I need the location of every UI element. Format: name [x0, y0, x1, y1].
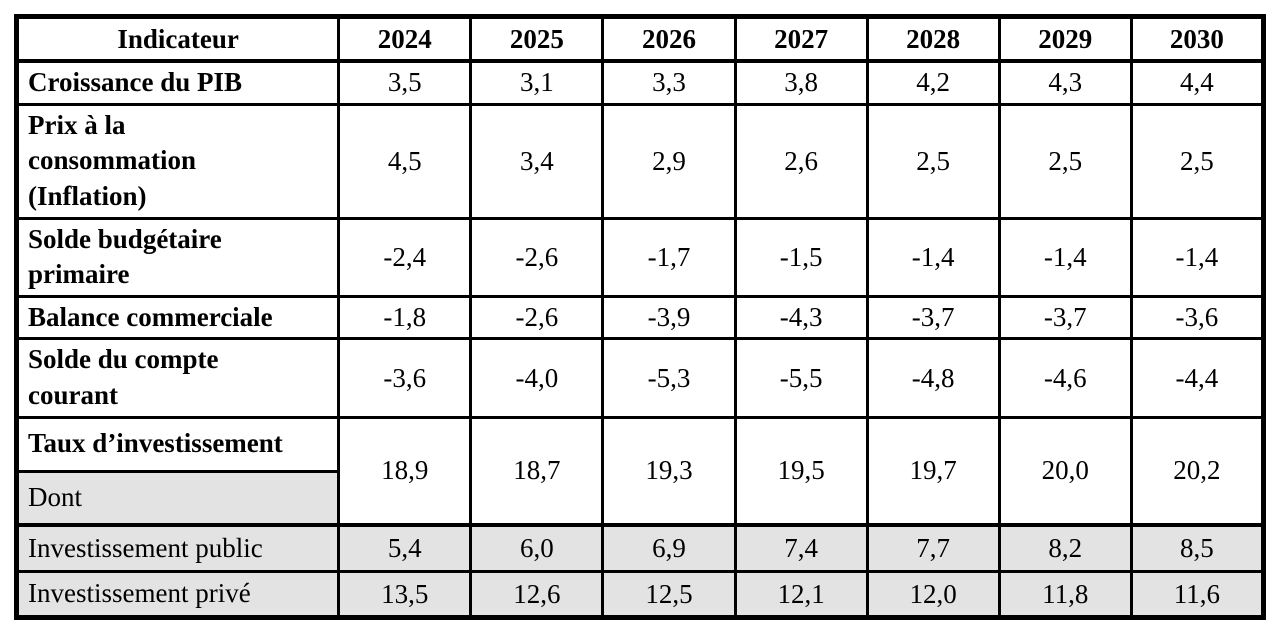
table-row-public-investment: Investissement public 5,4 6,0 6,9 7,4 7,… [14, 523, 1266, 574]
data-cell: 8,5 [1129, 523, 1266, 574]
data-cell: 19,7 [865, 415, 1001, 527]
data-cell: 13,5 [337, 570, 473, 620]
header-year: 2024 [337, 15, 473, 63]
data-cell: -3,6 [1129, 294, 1266, 341]
data-cell: -2,6 [469, 294, 605, 341]
row-label: Balance commerciale [14, 294, 341, 341]
header-year: 2027 [733, 15, 869, 63]
data-cell: 7,7 [865, 523, 1001, 574]
table-row-investment-rate: Taux d’investissement 18,9 18,7 19,3 19,… [14, 415, 1266, 527]
table-row-trade-balance: Balance commerciale -1,8 -2,6 -3,9 -4,3 … [14, 294, 1266, 341]
data-cell: -3,7 [997, 294, 1133, 341]
data-cell: 19,3 [601, 415, 737, 527]
data-cell: -1,4 [997, 216, 1133, 298]
data-cell: -1,4 [865, 216, 1001, 298]
data-cell: -2,4 [337, 216, 473, 298]
data-cell: 12,5 [601, 570, 737, 620]
data-cell: 2,5 [997, 102, 1133, 220]
table-header-row: Indicateur 2024 2025 2026 2027 2028 2029… [14, 15, 1266, 63]
table-row-primary-budget-balance: Solde budgétaire primaire -2,4 -2,6 -1,7… [14, 216, 1266, 298]
table-row-inflation: Prix à la consommation (Inflation) 4,5 3… [14, 102, 1266, 220]
data-cell: 4,3 [997, 59, 1133, 106]
data-cell: 11,6 [1129, 570, 1266, 620]
data-cell: 20,2 [1129, 415, 1266, 527]
data-cell: 2,6 [733, 102, 869, 220]
data-cell: -5,3 [601, 337, 737, 419]
data-cell: 18,7 [469, 415, 605, 527]
data-cell: 3,4 [469, 102, 605, 220]
row-label: Prix à la consommation (Inflation) [14, 102, 341, 220]
data-cell: 12,6 [469, 570, 605, 620]
data-cell: 6,0 [469, 523, 605, 574]
data-cell: -3,7 [865, 294, 1001, 341]
data-cell: -1,8 [337, 294, 473, 341]
row-label: Solde du compte courant [14, 337, 341, 419]
table-row-current-account: Solde du compte courant -3,6 -4,0 -5,3 -… [14, 337, 1266, 419]
data-cell: -1,4 [1129, 216, 1266, 298]
row-label: Investissement public [14, 523, 341, 574]
table-row-dont: Dont [14, 469, 1264, 527]
header-indicator: Indicateur [14, 15, 341, 63]
data-cell: -1,5 [733, 216, 869, 298]
data-cell: 3,1 [469, 59, 605, 106]
header-year: 2026 [601, 15, 737, 63]
data-cell: 19,5 [733, 415, 869, 527]
data-cell: -4,3 [733, 294, 869, 341]
data-cell: -3,9 [601, 294, 737, 341]
data-cell: 8,2 [997, 523, 1133, 574]
row-label: Taux d’investissement [14, 415, 341, 473]
indicator-table-container: Indicateur 2024 2025 2026 2027 2028 2029… [14, 14, 1266, 620]
data-cell: 4,2 [865, 59, 1001, 106]
data-cell: -4,4 [1129, 337, 1266, 419]
data-cell: 2,5 [1129, 102, 1266, 220]
data-cell: 2,5 [865, 102, 1001, 220]
data-cell: 12,1 [733, 570, 869, 620]
header-year: 2029 [997, 15, 1133, 63]
data-cell: 18,9 [337, 415, 473, 527]
data-cell: 6,9 [601, 523, 737, 574]
row-label: Dont [14, 469, 341, 527]
row-label: Solde budgétaire primaire [14, 216, 341, 298]
data-cell: 4,5 [337, 102, 473, 220]
data-cell: -3,6 [337, 337, 473, 419]
table-row-gdp-growth: Croissance du PIB 3,5 3,1 3,3 3,8 4,2 4,… [14, 59, 1266, 106]
row-label: Investissement privé [14, 570, 341, 620]
indicator-table: Indicateur 2024 2025 2026 2027 2028 2029… [14, 14, 1266, 620]
header-year: 2028 [865, 15, 1001, 63]
data-cell: -5,5 [733, 337, 869, 419]
data-cell: -4,8 [865, 337, 1001, 419]
header-year: 2025 [469, 15, 605, 63]
data-cell: -4,6 [997, 337, 1133, 419]
data-cell: 4,4 [1129, 59, 1266, 106]
data-cell: -1,7 [601, 216, 737, 298]
data-cell: 2,9 [601, 102, 737, 220]
row-label: Croissance du PIB [14, 59, 341, 106]
header-year: 2030 [1129, 15, 1266, 63]
data-cell: -2,6 [469, 216, 605, 298]
data-cell: 3,8 [733, 59, 869, 106]
table-row-private-investment: Investissement privé 13,5 12,6 12,5 12,1… [14, 570, 1266, 620]
data-cell: 20,0 [997, 415, 1133, 527]
data-cell: 7,4 [733, 523, 869, 574]
data-cell: 3,5 [337, 59, 473, 106]
data-cell: 3,3 [601, 59, 737, 106]
data-cell: -4,0 [469, 337, 605, 419]
data-cell: 11,8 [997, 570, 1133, 620]
data-cell: 12,0 [865, 570, 1001, 620]
data-cell: 5,4 [337, 523, 473, 574]
